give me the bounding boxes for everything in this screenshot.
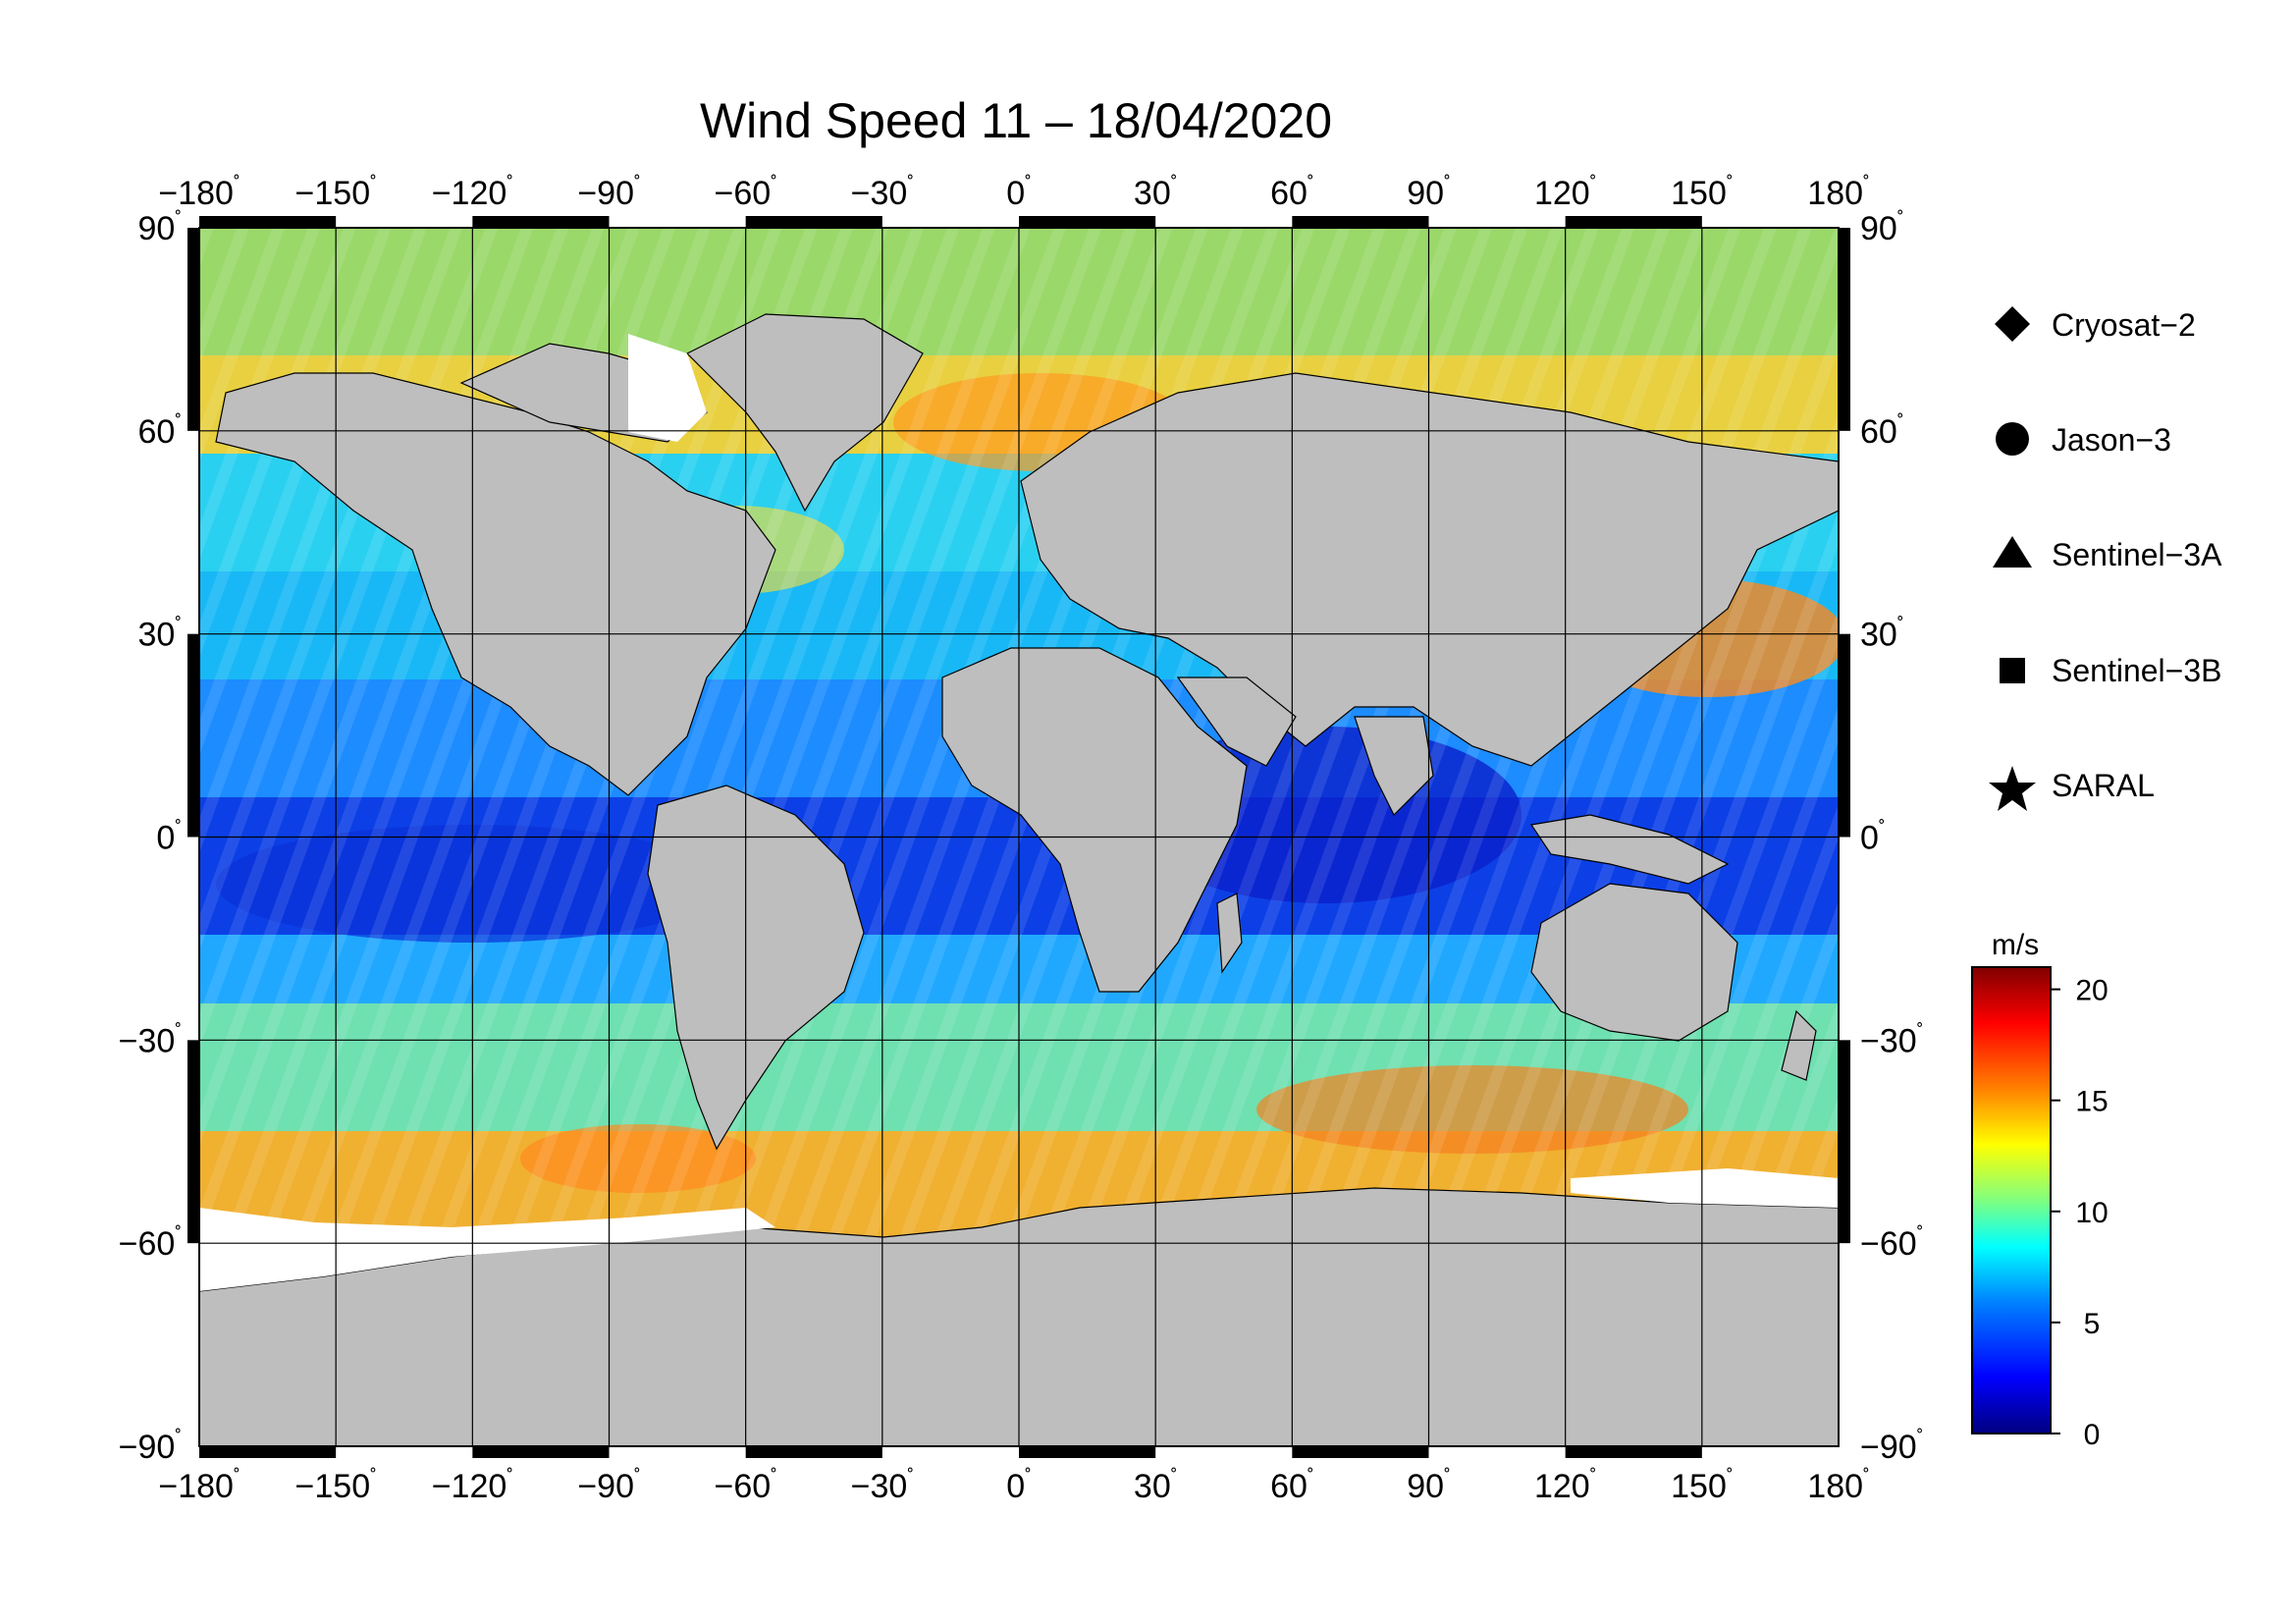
map-frame-bars [187, 216, 1850, 1458]
lat-tick-label-left: −60˚ [119, 1224, 182, 1263]
frame-bar-right [1839, 633, 1850, 838]
lat-tick-label-right: 30˚ [1860, 616, 1904, 654]
frame-bar-bottom [1565, 1446, 1702, 1458]
lon-tick-label-top: 90˚ [1407, 174, 1451, 212]
lon-tick-label-bottom: −150˚ [295, 1467, 377, 1505]
maritime-se-asia [1529, 814, 1730, 885]
legend-item-saral: SARAL [1989, 766, 2155, 811]
legend-item-sentinel-3a: Sentinel−3A [1993, 536, 2222, 572]
legend-item-sentinel-3b: Sentinel−3B [2000, 653, 2221, 688]
legend-label: Sentinel−3A [2052, 537, 2222, 572]
lon-tick-label-top: 180˚ [1807, 174, 1869, 212]
frame-bar-top [745, 216, 882, 228]
australia [1530, 883, 1738, 1042]
frame-bar-right [1839, 1040, 1850, 1244]
legend-label: Sentinel−3B [2052, 653, 2221, 688]
arabia [1176, 676, 1297, 767]
legend-item-jason-3: Jason−3 [1996, 422, 2171, 458]
lon-tick-label-bottom: −30˚ [851, 1467, 914, 1505]
lon-tick-label-top: 30˚ [1134, 174, 1178, 212]
lat-tick-label-left: −30˚ [119, 1021, 182, 1059]
colorbar-tick-label: 15 [2075, 1086, 2108, 1118]
lat-tick-label-left: 30˚ [138, 616, 183, 654]
colorbar-tick-label: 0 [2084, 1419, 2101, 1451]
lat-tick-label-right: −90˚ [1860, 1428, 1923, 1466]
lat-tick-label-right: 0˚ [1860, 819, 1886, 857]
lon-tick-label-top: −90˚ [577, 174, 640, 212]
lat-tick-label-left: 0˚ [156, 819, 182, 857]
colorbar-gradient [1971, 966, 2052, 1434]
south-america [647, 784, 865, 1151]
lon-tick-label-bottom: 150˚ [1671, 1467, 1733, 1505]
north-america [215, 372, 776, 796]
colorbar-tick-label: 5 [2084, 1308, 2101, 1340]
frame-bar-left [187, 633, 199, 838]
lon-tick-label-top: −60˚ [714, 174, 776, 212]
chart-title: Wind Speed 11 – 18/04/2020 [700, 93, 1332, 148]
frame-bar-top [1019, 216, 1156, 228]
lon-tick-label-bottom: 30˚ [1134, 1467, 1178, 1505]
lon-tick-label-top: −30˚ [851, 174, 914, 212]
sea-ice [199, 334, 1839, 1291]
lat-tick-label-left: −90˚ [119, 1428, 182, 1466]
legend-label: Cryosat−2 [2052, 307, 2196, 343]
triangle-icon [1993, 536, 2032, 568]
lon-tick-label-top: 150˚ [1671, 174, 1733, 212]
colorbar: m/s 0 5 10 15 20 [1971, 929, 2109, 1451]
tick-labels: −180˚ −180˚ −150˚ −150˚ −120˚ −120˚ −90˚ −90˚ −6… [119, 174, 1924, 1505]
frame-bar-left [187, 228, 199, 431]
frame-bar-top [472, 216, 610, 228]
lon-tick-label-bottom: 60˚ [1270, 1467, 1314, 1505]
frame-bar-bottom [1292, 1446, 1429, 1458]
lat-tick-label-left: 60˚ [138, 412, 183, 451]
lon-tick-label-top: −150˚ [295, 174, 377, 212]
frame-bar-left [187, 1040, 199, 1244]
eurasia [1020, 372, 1839, 767]
frame-bar-top [199, 216, 337, 228]
lon-tick-label-bottom: −120˚ [432, 1467, 513, 1505]
lon-tick-label-bottom: −60˚ [714, 1467, 776, 1505]
lon-tick-label-top: 60˚ [1270, 174, 1314, 212]
lon-tick-label-top: 0˚ [1006, 174, 1032, 212]
lon-tick-label-bottom: 0˚ [1006, 1467, 1032, 1505]
new-zealand [1781, 1009, 1817, 1081]
lat-tick-label-right: −30˚ [1860, 1021, 1923, 1059]
lon-tick-label-top: 120˚ [1534, 174, 1596, 212]
frame-bar-top [1292, 216, 1429, 228]
india [1354, 716, 1434, 817]
satellite-legend: Cryosat−2 Jason−3 Sentinel−3A Sentinel−3… [1989, 306, 2222, 811]
diamond-icon [1995, 306, 2030, 342]
lon-tick-label-bottom: 90˚ [1407, 1467, 1451, 1505]
frame-bar-bottom [199, 1446, 337, 1458]
lat-tick-label-right: 60˚ [1860, 412, 1904, 451]
frame-bar-bottom [472, 1446, 610, 1458]
frame-bar-right [1839, 228, 1850, 431]
colorbar-tick-label: 10 [2075, 1197, 2108, 1229]
lon-tick-label-bottom: 120˚ [1534, 1467, 1596, 1505]
frame-bar-bottom [745, 1446, 882, 1458]
lon-tick-label-bottom: −180˚ [158, 1467, 240, 1505]
colorbar-tick-label: 20 [2075, 975, 2108, 1007]
lat-tick-label-right: −60˚ [1860, 1224, 1923, 1263]
colorbar-unit: m/s [1992, 929, 2039, 961]
circle-icon [1996, 422, 2029, 456]
lon-tick-label-top: −180˚ [158, 174, 240, 212]
lon-tick-label-bottom: 180˚ [1807, 1467, 1869, 1505]
lon-tick-label-bottom: −90˚ [577, 1467, 640, 1505]
frame-bar-top [1565, 216, 1702, 228]
lat-tick-label-right: 90˚ [1860, 209, 1904, 247]
lat-tick-label-left: 90˚ [138, 209, 183, 247]
legend-label: Jason−3 [2052, 422, 2171, 458]
lon-tick-label-top: −120˚ [432, 174, 513, 212]
square-icon [2000, 658, 2025, 683]
legend-item-cryosat-2: Cryosat−2 [1995, 306, 2196, 343]
colorbar-ticks: 0 5 10 15 20 [2051, 975, 2109, 1451]
madagascar [1216, 893, 1243, 974]
star-icon [1989, 766, 2036, 811]
legend-label: SARAL [2052, 768, 2155, 803]
frame-bar-bottom [1019, 1446, 1156, 1458]
